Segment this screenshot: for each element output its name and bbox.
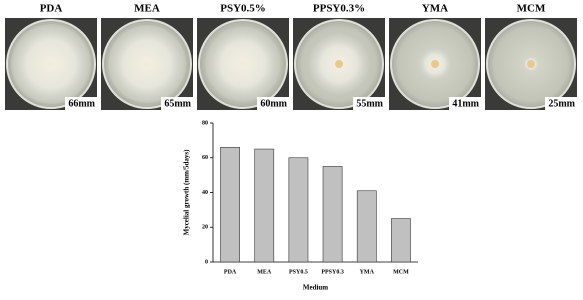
y-tick-label: 80 — [202, 120, 208, 126]
inoculum — [335, 60, 343, 68]
panel-label: MEA — [134, 3, 160, 15]
inoculum — [527, 60, 535, 68]
size-label: 25mm — [548, 98, 575, 109]
size-box — [65, 97, 97, 110]
size-label: 66mm — [68, 98, 95, 109]
x-tick-label: PSY0.5 — [289, 269, 308, 275]
bar — [220, 147, 240, 263]
panel-label: YMA — [422, 3, 448, 15]
bar — [322, 166, 343, 263]
panel-label: MCM — [517, 3, 546, 15]
size-label: 65mm — [164, 98, 191, 109]
size-box — [449, 97, 481, 110]
size-box — [353, 97, 385, 110]
x-tick-label: MEA — [257, 269, 272, 275]
inoculum — [143, 60, 151, 68]
bar — [356, 190, 377, 263]
x-tick-label: MCM — [393, 269, 409, 275]
x-tick-label: PPSY0.3 — [321, 269, 344, 275]
size-box — [257, 97, 289, 110]
x-axis-label: Medium — [303, 284, 328, 292]
inoculum — [47, 60, 55, 68]
bar — [254, 148, 275, 263]
x-tick-label: PDA — [224, 269, 237, 275]
size-box — [161, 97, 193, 110]
size-label: 41mm — [452, 98, 479, 109]
x-tick-label: YMA — [360, 269, 375, 275]
bar — [288, 157, 309, 263]
bar — [391, 218, 411, 263]
y-tick-label: 60 — [202, 155, 208, 161]
inoculum — [431, 60, 439, 68]
panel-label: PPSY0.3% — [313, 3, 365, 15]
size-label: 60mm — [260, 98, 287, 109]
y-tick-label: 20 — [202, 225, 208, 231]
panel-label: PSY0.5% — [220, 3, 266, 15]
y-tick-label: 0 — [205, 259, 208, 265]
y-tick-label: 40 — [202, 190, 208, 196]
size-box — [545, 97, 577, 110]
inoculum — [239, 60, 247, 68]
y-axis-label: Mycelial growth (mm/5days) — [183, 149, 191, 235]
panel-label: PDA — [40, 3, 63, 15]
size-label: 55mm — [356, 98, 383, 109]
